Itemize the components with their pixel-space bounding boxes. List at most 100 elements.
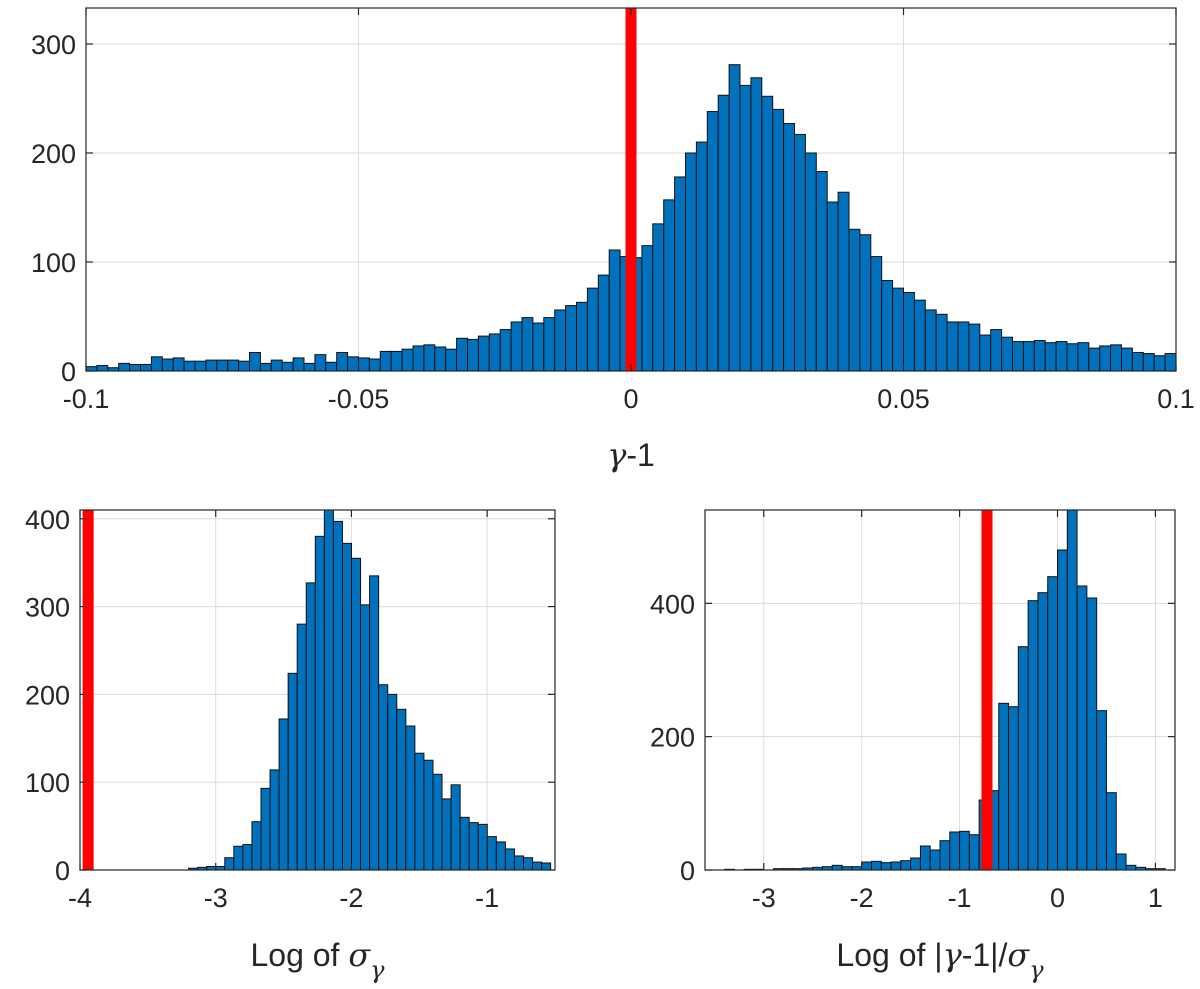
histogram-bar (919, 845, 931, 871)
histogram-bar (260, 787, 271, 871)
histogram-bar (488, 333, 501, 372)
histogram-bar (532, 322, 545, 372)
histogram-bar (259, 362, 272, 372)
histogram-bar (739, 84, 752, 372)
histogram-bar (565, 305, 577, 372)
histogram-bar (314, 535, 325, 871)
histogram-bar (325, 361, 338, 372)
histogram-bar (432, 773, 443, 871)
y-tick-label: 0 (61, 357, 76, 387)
histogram-bar (303, 362, 316, 372)
histogram-bar (939, 840, 951, 871)
histogram-bar (423, 759, 434, 871)
histogram-bar (1027, 600, 1039, 871)
histogram-bar (1044, 342, 1057, 372)
histogram-bar (379, 350, 392, 372)
histogram-bar (150, 356, 163, 372)
histogram-bar (576, 301, 588, 372)
histogram-bar (1153, 355, 1166, 372)
x-tick-label: 0 (623, 384, 638, 414)
histogram-bar (281, 361, 294, 372)
histogram-bar (251, 821, 262, 871)
histogram-bar (292, 357, 305, 372)
histogram-bar (870, 860, 882, 871)
x-tick-label: -1 (948, 883, 972, 913)
x-axis-label: Log of |γ-1|/σγ (836, 936, 1044, 984)
histogram-bar (794, 133, 806, 372)
histogram-bar (238, 360, 251, 372)
histogram-bar (1066, 343, 1079, 372)
histogram-bar (510, 321, 523, 372)
histogram-bar (1115, 853, 1127, 871)
histogram-bar (990, 329, 1003, 372)
histogram-bar (608, 249, 621, 372)
histogram-bar (423, 344, 436, 372)
histogram-bar (1088, 347, 1101, 372)
histogram-bar (1077, 342, 1090, 372)
histogram-bar (96, 365, 109, 372)
histogram-bar (881, 280, 894, 372)
histogram-bar (314, 354, 327, 372)
histogram-bar (1066, 509, 1078, 871)
histogram-bar (929, 849, 941, 871)
histogram-bar (913, 299, 926, 372)
histogram-bar (396, 708, 407, 871)
histogram-bar (467, 338, 479, 372)
histogram-bar (456, 337, 469, 372)
reference-line (82, 510, 94, 870)
histogram-bar (1017, 646, 1029, 871)
histogram-bar (521, 317, 534, 372)
histogram-bar (831, 864, 843, 871)
histogram-bar (1121, 347, 1133, 372)
histogram-bar (414, 752, 425, 871)
histogram-bar (1033, 339, 1046, 372)
histogram-bar (1096, 710, 1107, 871)
histogram-bar (717, 94, 730, 372)
histogram-bar (390, 350, 403, 372)
histogram-bar (804, 152, 817, 372)
histogram-bar (305, 582, 316, 871)
histogram-bar (946, 321, 959, 372)
x-tick-label: -0.1 (63, 384, 110, 414)
histogram-bar (412, 345, 425, 372)
histogram-bar (1037, 592, 1049, 871)
histogram-bar (270, 359, 283, 372)
y-tick-label: 100 (25, 768, 70, 798)
histogram-bar (172, 357, 185, 372)
histogram-bar (1125, 864, 1137, 871)
histogram-bar (351, 557, 362, 871)
histogram-bar (848, 228, 861, 372)
histogram-bar (826, 201, 839, 372)
histogram-bar (815, 171, 828, 372)
histogram-bar (998, 702, 1010, 871)
histogram-bar (750, 77, 763, 372)
histogram-bar (513, 855, 525, 871)
histogram-bar (761, 95, 774, 372)
histogram-bar (892, 287, 904, 372)
x-axis-label: γ-1 (607, 436, 655, 474)
x-axis-label: Log of σγ (250, 936, 385, 984)
histogram-bar (341, 542, 353, 871)
histogram-bar (278, 718, 289, 871)
x-tick-label: -0.05 (328, 384, 390, 414)
histogram-bar (287, 672, 298, 871)
histogram-bar (194, 360, 207, 372)
histogram-bar (445, 348, 458, 372)
histogram-bar (890, 861, 902, 871)
histogram-bar (1164, 353, 1177, 372)
histogram-bar (118, 362, 131, 372)
y-tick-label: 400 (25, 505, 70, 535)
top-histogram-panel: -0.1 -0.05 0 0.05 0.1 0 100 200 300 γ-1 (31, 7, 1195, 474)
histogram-bar (935, 313, 948, 372)
histogram-bar (161, 358, 174, 372)
histogram-bar (495, 841, 506, 871)
histogram-bar (641, 245, 654, 372)
x-tick-label: 1 (1148, 883, 1163, 913)
histogram-bar (224, 857, 235, 871)
histogram-bar (968, 323, 981, 372)
histogram-bar (332, 520, 343, 871)
y-tick-label: 200 (25, 680, 70, 710)
histogram-bar (924, 309, 937, 372)
histogram-bar (1142, 353, 1155, 372)
histogram-bar (227, 359, 240, 372)
